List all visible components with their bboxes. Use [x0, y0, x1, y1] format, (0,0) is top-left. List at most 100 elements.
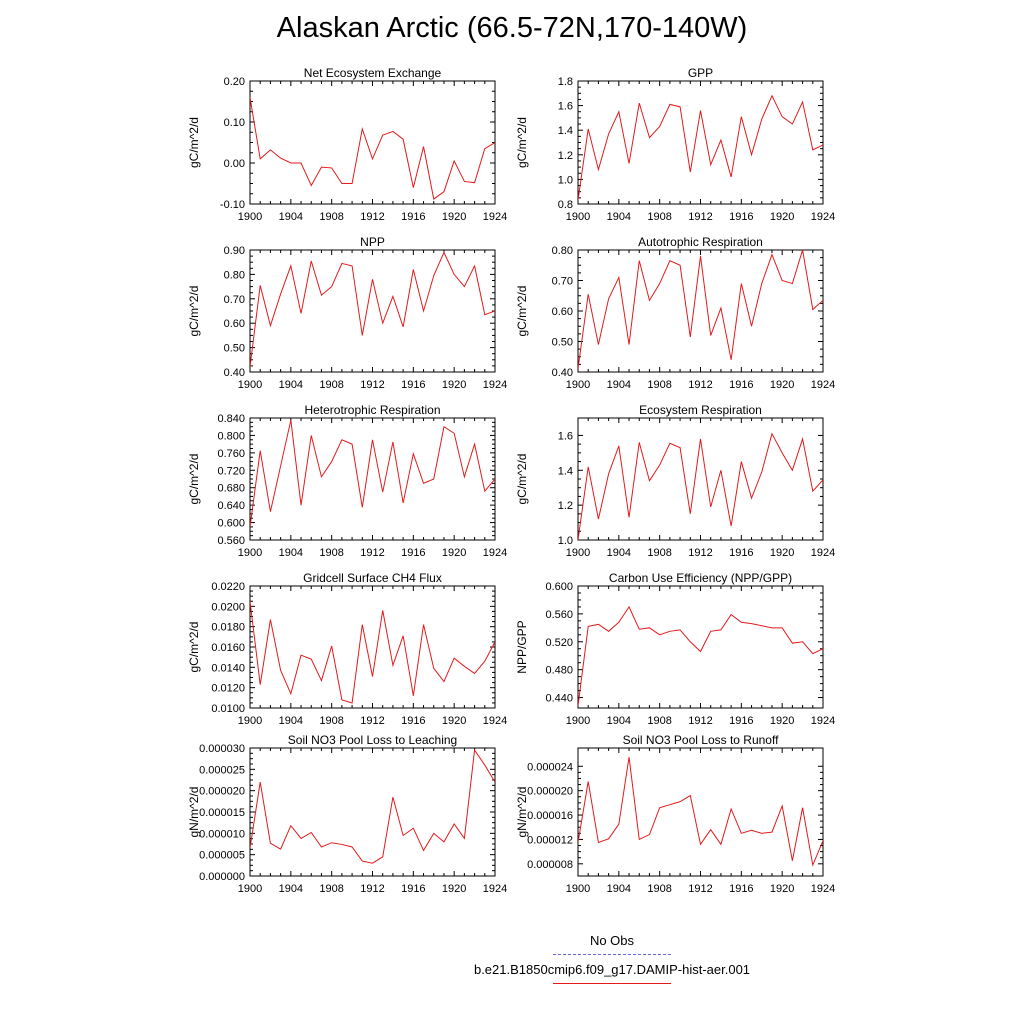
x-tick-label: 1920	[770, 211, 794, 223]
y-tick-label: 0.0140	[211, 662, 245, 674]
figure-title: Alaskan Arctic (66.5-72N,170-140W)	[276, 12, 748, 44]
x-tick-label: 1908	[319, 379, 343, 391]
x-tick-label: 1912	[688, 883, 712, 895]
y-tick-label: 0.000025	[199, 764, 245, 776]
panel-8: Carbon Use Efficiency (NPP/GPP) NPP/GPP 19…	[515, 571, 835, 727]
y-tick-label: 1.0	[558, 535, 573, 547]
y-tick-label: 0.0180	[211, 622, 245, 634]
panel-title: Soil NO3 Pool Loss to Runoff	[623, 733, 780, 747]
x-tick-label: 1912	[360, 715, 384, 727]
y-axis-label: gN/m^2/d	[515, 787, 529, 838]
panel-title: Carbon Use Efficiency (NPP/GPP)	[609, 571, 792, 585]
y-tick-label: 0.0160	[211, 642, 245, 654]
x-tick-label: 1904	[607, 379, 631, 391]
x-tick-label: 1920	[770, 883, 794, 895]
y-tick-label: 0.90	[224, 245, 245, 257]
x-tick-label: 1904	[279, 715, 303, 727]
y-tick-label: 0.680	[217, 483, 245, 495]
y-tick-label: 0.000020	[527, 786, 573, 798]
y-tick-label: 0.40	[224, 367, 245, 379]
panel-title: Gridcell Surface CH4 Flux	[303, 571, 442, 585]
y-tick-label: 0.60	[552, 306, 573, 318]
series-line	[250, 601, 495, 704]
panel-frame	[577, 417, 824, 541]
x-tick-label: 1908	[319, 883, 343, 895]
y-axis-label: gN/m^2/d	[187, 787, 201, 838]
x-tick-label: 1912	[360, 883, 384, 895]
y-axis-label: gC/m^2/d	[515, 454, 529, 505]
y-tick-label: 1.4	[558, 465, 573, 477]
panel-7: Gridcell Surface CH4 Flux gC/m^2/d 1900 190…	[187, 571, 507, 727]
y-tick-label: 0.720	[217, 465, 245, 477]
panel-9: Soil NO3 Pool Loss to Leaching gN/m^2/d 19…	[187, 733, 507, 895]
y-tick-label: 1.4	[558, 125, 573, 137]
x-tick-label: 1900	[566, 547, 590, 559]
y-tick-label: 0.840	[217, 413, 245, 425]
y-tick-label: 0.0220	[211, 581, 245, 593]
legend-obs-label: No Obs	[589, 933, 635, 948]
x-tick-label: 1924	[811, 715, 835, 727]
x-tick-label: 1900	[238, 211, 262, 223]
x-tick-label: 1920	[442, 547, 466, 559]
panel-2: GPP gC/m^2/d 1900 1904 1908 1912 1916 1920 1924 0…	[515, 66, 835, 223]
x-tick-label: 1916	[729, 883, 753, 895]
y-tick-label: 1.0	[558, 174, 573, 186]
panel-title: GPP	[688, 66, 713, 80]
y-tick-label: 0.00	[224, 158, 245, 170]
x-tick-label: 1908	[647, 211, 671, 223]
x-tick-label: 1904	[279, 211, 303, 223]
series-line	[250, 420, 495, 527]
x-tick-label: 1900	[566, 211, 590, 223]
x-tick-label: 1920	[442, 211, 466, 223]
x-tick-label: 1904	[279, 883, 303, 895]
x-tick-label: 1916	[729, 379, 753, 391]
y-tick-label: 0.50	[224, 343, 245, 355]
y-tick-label: 0.520	[545, 637, 573, 649]
panel-frame	[249, 585, 496, 709]
x-tick-label: 1912	[688, 379, 712, 391]
y-tick-label: 0.0120	[211, 683, 245, 695]
x-tick-label: 1900	[566, 883, 590, 895]
x-tick-label: 1916	[729, 211, 753, 223]
panel-frame	[577, 249, 824, 373]
x-tick-label: 1904	[607, 883, 631, 895]
y-tick-label: 0.000015	[199, 807, 245, 819]
y-tick-label: 0.000010	[199, 828, 245, 840]
x-tick-label: 1904	[607, 547, 631, 559]
y-tick-label: 0.50	[552, 337, 573, 349]
x-tick-label: 1924	[483, 883, 507, 895]
y-tick-label: -0.10	[220, 199, 245, 211]
x-tick-label: 1920	[442, 883, 466, 895]
y-tick-label: 0.80	[552, 245, 573, 257]
y-tick-label: 0.000005	[199, 850, 245, 862]
x-tick-label: 1924	[811, 883, 835, 895]
series-line	[250, 748, 495, 864]
panel-6: Ecosystem Respiration gC/m^2/d 1900 1904 190…	[515, 403, 835, 559]
y-tick-label: 0.0100	[211, 703, 245, 715]
series-line	[578, 605, 823, 706]
panel-4: Autotrophic Respiration gC/m^2/d 1900 1904 1…	[515, 235, 835, 391]
y-tick-label: 0.40	[552, 367, 573, 379]
x-tick-label: 1916	[401, 379, 425, 391]
x-tick-label: 1908	[647, 883, 671, 895]
x-tick-label: 1904	[607, 715, 631, 727]
x-tick-label: 1920	[442, 715, 466, 727]
y-tick-label: 0.000030	[199, 743, 245, 755]
y-tick-label: 0.760	[217, 448, 245, 460]
legend-model-label: b.e21.B1850cmip6.f09_g17.DAMIP-hist-aer.…	[473, 962, 751, 977]
x-tick-label: 1900	[238, 379, 262, 391]
x-tick-label: 1912	[688, 715, 712, 727]
panel-10: Soil NO3 Pool Loss to Runoff gN/m^2/d 1900…	[515, 733, 835, 895]
y-tick-label: 1.2	[558, 150, 573, 162]
x-tick-label: 1908	[319, 211, 343, 223]
x-tick-label: 1900	[566, 715, 590, 727]
y-tick-label: 0.600	[217, 518, 245, 530]
y-tick-label: 0.440	[545, 693, 573, 705]
panel-frame	[249, 249, 496, 373]
y-tick-label: 0.000020	[199, 786, 245, 798]
x-tick-label: 1920	[770, 715, 794, 727]
x-tick-label: 1900	[238, 547, 262, 559]
x-tick-label: 1924	[811, 379, 835, 391]
y-tick-label: 1.6	[558, 101, 573, 113]
x-tick-label: 1908	[647, 379, 671, 391]
